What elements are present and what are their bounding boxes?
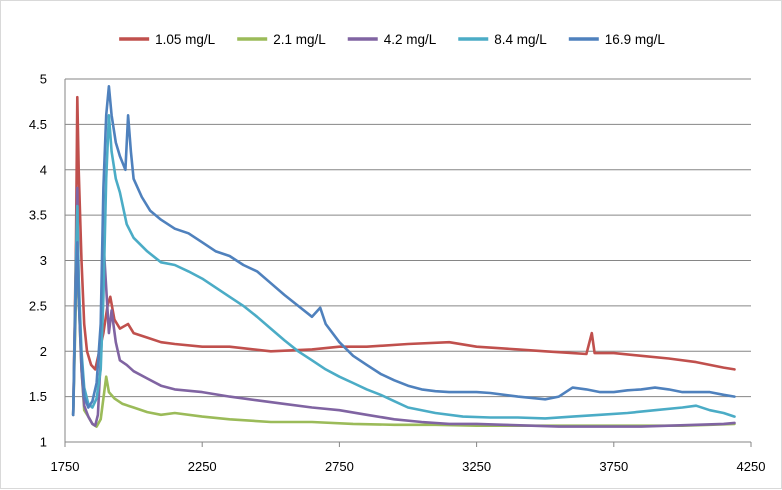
x-tick-label: 3250 [462,459,491,474]
y-tick-label: 2 [40,344,47,359]
x-axis-ticks: 1750 2250 2750 3250 3750 4250 [51,442,766,474]
series-lines [71,85,736,428]
series-line-1 [71,213,736,428]
legend-label: 4.2 mg/L [384,32,437,47]
x-tick-label: 1750 [51,459,80,474]
x-tick-label: 4250 [737,459,766,474]
y-tick-label: 4 [40,162,47,177]
legend-label: 8.4 mg/L [494,32,547,47]
y-tick-label: 4.5 [29,117,47,132]
y-tick-label: 3.5 [29,208,47,223]
series-line-2 [71,186,736,428]
y-axis-ticks: 1 1.5 2 2.5 3 3.5 4 4.5 5 [29,72,47,450]
axes [64,79,751,443]
y-tick-label: 2.5 [29,298,47,313]
legend-label: 2.1 mg/L [273,32,326,47]
series-line-0 [71,95,736,417]
x-tick-label: 3750 [599,459,628,474]
y-tick-label: 1 [40,435,47,450]
x-tick-label: 2750 [325,459,354,474]
y-tick-label: 3 [40,253,47,268]
x-tick-label: 2250 [188,459,217,474]
legend-label: 16.9 mg/L [605,32,666,47]
legend: 1.05 mg/L 2.1 mg/L 4.2 mg/L 8.4 mg/L 16.9 mg… [119,32,665,47]
legend-label: 1.05 mg/L [155,32,216,47]
series-line-3 [71,114,736,420]
y-tick-label: 5 [40,72,47,87]
series-line-4 [71,85,736,417]
gridlines [65,78,751,398]
y-tick-label: 1.5 [29,389,47,404]
